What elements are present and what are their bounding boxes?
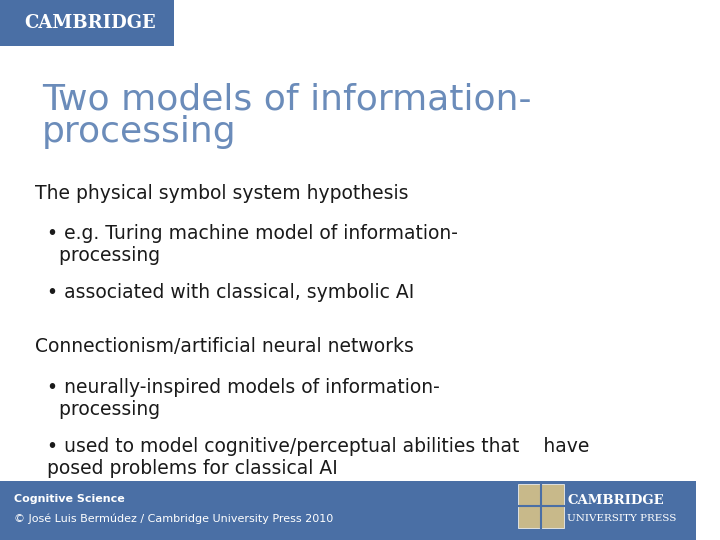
- Text: UNIVERSITY PRESS: UNIVERSITY PRESS: [567, 514, 676, 523]
- FancyBboxPatch shape: [0, 481, 696, 540]
- Text: • neurally-inspired models of information-
    processing: • neurally-inspired models of informatio…: [35, 378, 439, 419]
- Text: • associated with classical, symbolic AI: • associated with classical, symbolic AI: [35, 284, 414, 302]
- Text: The physical symbol system hypothesis: The physical symbol system hypothesis: [35, 184, 408, 202]
- Text: • e.g. Turing machine model of information-
    processing: • e.g. Turing machine model of informati…: [35, 224, 458, 265]
- FancyBboxPatch shape: [0, 0, 174, 46]
- Text: Cognitive Science: Cognitive Science: [14, 495, 125, 504]
- Text: CAMBRIDGE: CAMBRIDGE: [567, 494, 664, 507]
- Text: Connectionism/artificial neural networks: Connectionism/artificial neural networks: [35, 338, 414, 356]
- Text: CAMBRIDGE: CAMBRIDGE: [24, 14, 156, 32]
- FancyBboxPatch shape: [518, 484, 564, 528]
- Text: • used to model cognitive/perceptual abilities that    have
  posed problems for: • used to model cognitive/perceptual abi…: [35, 437, 589, 478]
- Text: processing: processing: [42, 116, 236, 149]
- Text: Two models of information-: Two models of information-: [42, 83, 531, 117]
- Text: © José Luis Bermúdez / Cambridge University Press 2010: © José Luis Bermúdez / Cambridge Univers…: [14, 513, 333, 524]
